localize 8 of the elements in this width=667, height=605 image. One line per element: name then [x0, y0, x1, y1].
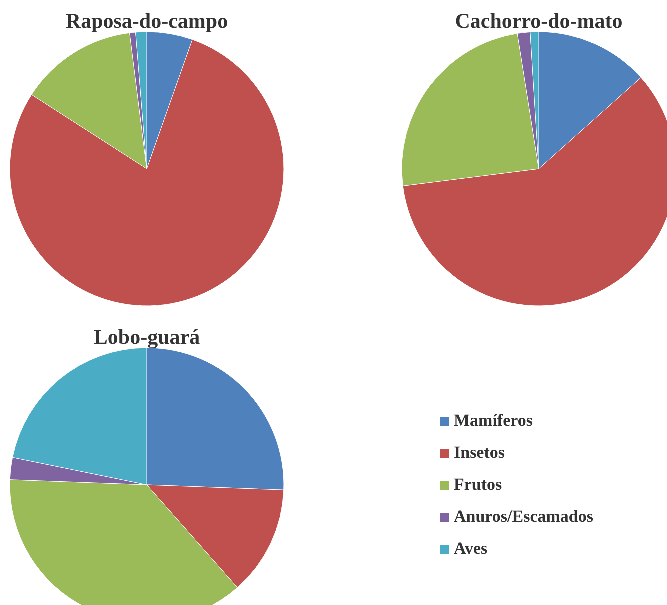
legend-label: Mamíferos — [454, 411, 534, 430]
legend-label: Frutos — [454, 475, 503, 494]
legend-label: Insetos — [454, 443, 506, 462]
chart-title: Cachorro-do-mato — [455, 9, 623, 33]
legend-label: Aves — [454, 539, 488, 558]
legend-label: Anuros/Escamados — [454, 507, 594, 526]
chart-title: Raposa-do-campo — [66, 9, 228, 33]
chart-title: Lobo-guará — [94, 325, 201, 349]
